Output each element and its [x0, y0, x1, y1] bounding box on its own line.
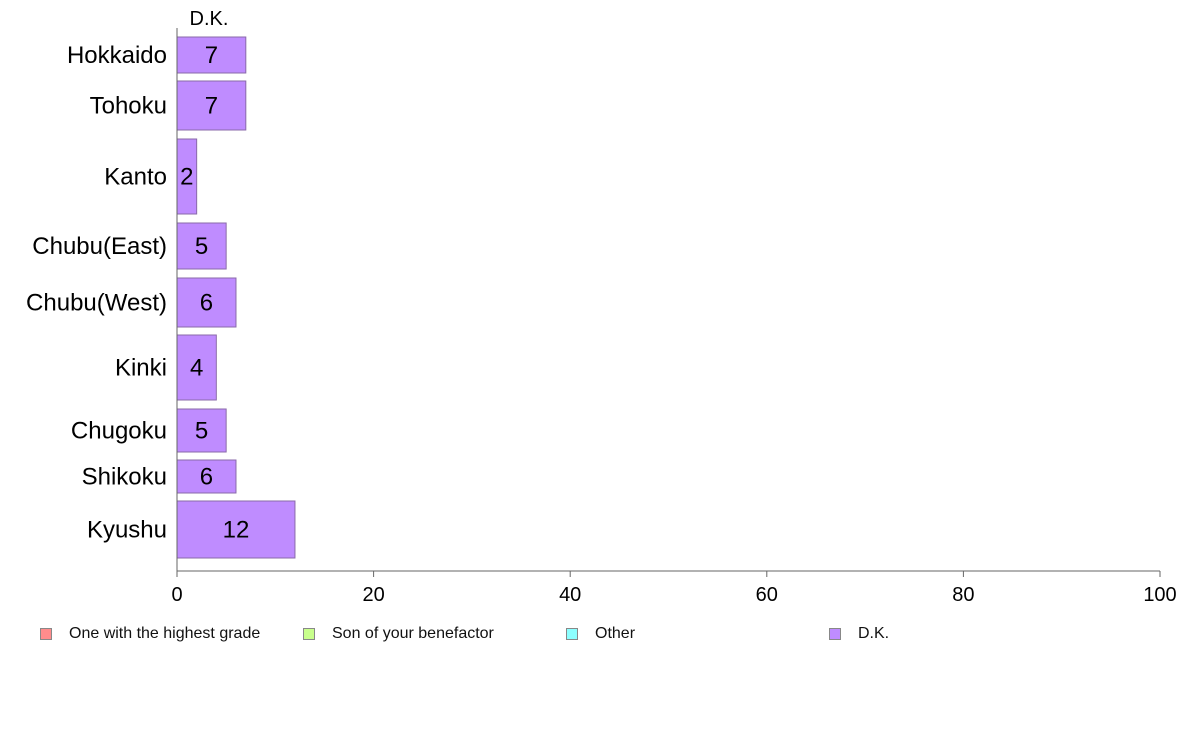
legend-label-dk: D.K. — [858, 625, 890, 642]
bar-shikoku — [176, 459, 237, 494]
bar-value-label: 7 — [205, 42, 218, 69]
category-label: Kyushu — [87, 517, 167, 544]
bar-hokkaido — [176, 36, 247, 74]
legend-item-dk: D.K. — [829, 624, 889, 644]
legend-swatch-benefactor — [303, 628, 315, 640]
category-label: Shikoku — [82, 464, 167, 491]
legend-swatch-other — [566, 628, 578, 640]
category-label: Chubu(West) — [26, 290, 167, 317]
legend-label-benefactor: Son of your benefactor — [332, 625, 494, 642]
bar-chubu-west — [176, 277, 237, 328]
bar-tohoku — [176, 80, 247, 131]
x-tick-label: 20 — [362, 584, 384, 606]
category-label: Tohoku — [90, 93, 167, 120]
legend-item-other: Other — [566, 624, 635, 644]
bar-kyushu — [176, 500, 296, 559]
category-label: Kinki — [115, 355, 167, 382]
legend-swatch-dk — [829, 628, 841, 640]
bar-value-label: 5 — [195, 418, 208, 445]
category-label: Chugoku — [71, 418, 167, 445]
bar-value-label: 12 — [223, 517, 250, 544]
x-tick-label: 0 — [171, 584, 182, 606]
category-label: Hokkaido — [67, 42, 167, 69]
bars-layer: 7 7 2 5 6 4 5 6 12 — [176, 36, 296, 559]
bar-value-label: 5 — [195, 233, 208, 260]
bar-chugoku — [176, 408, 227, 453]
category-labels: Hokkaido Tohoku Kanto Chubu(East) Chubu(West… — [26, 42, 167, 544]
bar-value-label: 7 — [205, 93, 218, 120]
category-label: Kanto — [104, 164, 167, 191]
column-label: D.K. — [190, 8, 229, 30]
bar-value-label: 6 — [200, 464, 213, 491]
x-tick-label: 40 — [559, 584, 581, 606]
legend-label-highest-grade: One with the highest grade — [69, 625, 261, 642]
x-tick-label: 60 — [756, 584, 778, 606]
legend-item-highest-grade: One with the highest grade — [40, 624, 260, 644]
x-tick-label: 100 — [1143, 584, 1176, 606]
x-tick-label: 80 — [952, 584, 974, 606]
bar-value-label: 2 — [180, 164, 193, 191]
category-label: Chubu(East) — [32, 233, 167, 260]
legend-label-other: Other — [595, 625, 636, 642]
bar-value-label: 4 — [190, 355, 203, 382]
bar-value-label: 6 — [200, 290, 213, 317]
x-axis: 0 20 40 60 80 100 — [171, 28, 1177, 606]
legend-swatch-highest-grade — [40, 628, 52, 640]
legend-item-benefactor: Son of your benefactor — [303, 624, 494, 644]
